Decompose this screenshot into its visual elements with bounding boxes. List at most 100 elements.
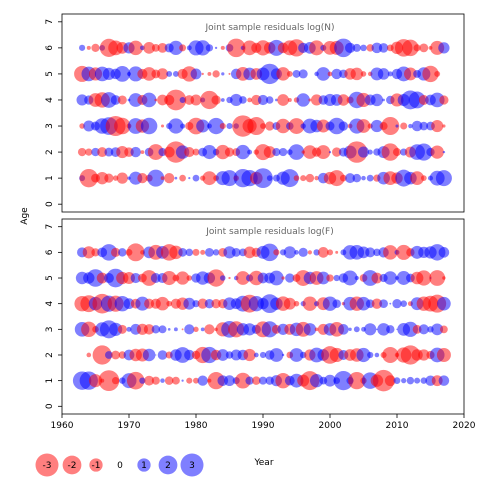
- residual-point: [370, 119, 384, 133]
- residual-point: [281, 276, 285, 280]
- residual-point: [253, 168, 273, 188]
- residual-point: [296, 93, 310, 107]
- residual-point: [219, 122, 226, 130]
- residual-point: [316, 145, 331, 160]
- residual-point: [438, 247, 450, 258]
- residual-point: [211, 299, 221, 309]
- residual-point: [165, 89, 187, 111]
- y-tick-label: 1: [45, 378, 55, 384]
- residual-point: [435, 170, 452, 187]
- residual-point: [384, 375, 396, 387]
- residual-point: [220, 45, 225, 50]
- residual-point: [440, 325, 448, 334]
- residual-point: [193, 377, 199, 384]
- y-tick-label: 3: [45, 326, 55, 332]
- residual-point: [168, 118, 184, 134]
- residual-point: [147, 169, 165, 187]
- residual-point: [162, 270, 177, 286]
- residual-point: [370, 93, 384, 107]
- residual-point: [81, 321, 97, 338]
- x-tick-label: 1990: [252, 421, 275, 431]
- residual-point: [344, 42, 356, 53]
- residual-point: [100, 244, 118, 261]
- residual-point: [172, 70, 179, 77]
- residual-point: [422, 65, 439, 83]
- residual-point: [221, 170, 238, 187]
- residual-point: [442, 150, 446, 154]
- residual-point: [79, 44, 86, 51]
- residual-point: [195, 40, 211, 56]
- residual-points-logF: [72, 243, 451, 392]
- x-tick-label: 2020: [453, 421, 476, 431]
- residual-point: [353, 326, 360, 333]
- residual-point: [429, 270, 446, 286]
- residual-point: [105, 351, 113, 359]
- residual-point: [379, 299, 388, 309]
- residual-point: [260, 123, 266, 129]
- residual-point: [140, 117, 158, 135]
- residual-point: [302, 296, 318, 311]
- residual-point: [214, 46, 218, 50]
- residual-point: [420, 377, 428, 384]
- residual-point: [173, 327, 178, 332]
- residual-point: [275, 98, 278, 102]
- residual-point: [142, 348, 156, 362]
- residual-point: [286, 71, 293, 77]
- residual-point: [266, 175, 273, 181]
- size-legend: -3 -2 -1 0 1 2 3: [35, 453, 204, 477]
- residual-point: [166, 300, 173, 307]
- residual-point: [259, 351, 267, 359]
- residual-point: [333, 370, 354, 391]
- residual-point: [91, 147, 100, 157]
- residual-point: [279, 147, 288, 157]
- residual-point: [308, 98, 312, 102]
- residual-point: [332, 147, 342, 157]
- residual-point: [82, 246, 95, 259]
- residual-point: [373, 248, 381, 257]
- residual-point: [326, 274, 334, 282]
- residual-point: [258, 376, 268, 385]
- residual-point: [261, 321, 278, 338]
- residual-point: [110, 95, 121, 105]
- residual-point: [396, 244, 412, 260]
- legend-label: 3: [189, 461, 195, 471]
- residual-point: [201, 72, 204, 76]
- legend-label: -1: [92, 461, 101, 471]
- y-tick-label: 4: [45, 97, 55, 103]
- residual-point: [86, 45, 91, 50]
- residual-point: [118, 248, 127, 257]
- residual-point: [377, 323, 390, 336]
- residual-point: [342, 270, 358, 286]
- y-tick-label: 2: [45, 352, 55, 358]
- residual-point: [245, 376, 254, 385]
- residual-point: [437, 296, 451, 311]
- residual-point: [97, 147, 108, 158]
- residual-point: [144, 375, 155, 386]
- residual-point: [387, 71, 393, 77]
- residual-point: [345, 173, 356, 184]
- residual-point: [316, 67, 331, 81]
- y-tick-label: 2: [45, 149, 55, 155]
- residual-point: [158, 325, 167, 334]
- residual-point: [260, 243, 279, 262]
- residual-point: [309, 373, 324, 388]
- residual-point: [157, 42, 168, 53]
- residual-point: [371, 42, 383, 54]
- x-axis-title: Year: [253, 458, 273, 468]
- residual-point: [340, 174, 347, 182]
- residual-point: [365, 247, 376, 258]
- residual-point: [104, 147, 114, 157]
- legend-circle: [158, 455, 178, 475]
- residual-point: [156, 68, 169, 80]
- residual-point: [418, 324, 429, 335]
- residual-point: [265, 96, 274, 104]
- residual-point: [147, 144, 164, 160]
- y-tick-label: 7: [45, 224, 55, 230]
- residual-point: [196, 119, 210, 133]
- residual-point: [317, 247, 329, 258]
- residual-point: [171, 376, 180, 385]
- residual-point: [185, 248, 194, 257]
- residual-point: [392, 148, 402, 157]
- residual-point: [326, 249, 334, 256]
- residual-point: [205, 44, 214, 52]
